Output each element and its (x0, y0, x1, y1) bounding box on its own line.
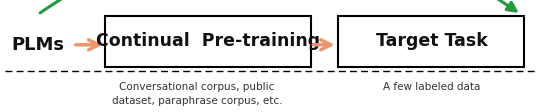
Text: A few labeled data: A few labeled data (383, 82, 481, 92)
Text: Continual  Pre-training: Continual Pre-training (96, 32, 320, 50)
FancyArrowPatch shape (40, 0, 516, 13)
FancyBboxPatch shape (338, 16, 524, 67)
Text: PLMs: PLMs (11, 36, 64, 54)
FancyBboxPatch shape (105, 16, 310, 67)
Text: Conversational corpus, public
dataset, paraphrase corpus, etc.: Conversational corpus, public dataset, p… (112, 82, 282, 106)
Text: Target Task: Target Task (376, 32, 488, 50)
